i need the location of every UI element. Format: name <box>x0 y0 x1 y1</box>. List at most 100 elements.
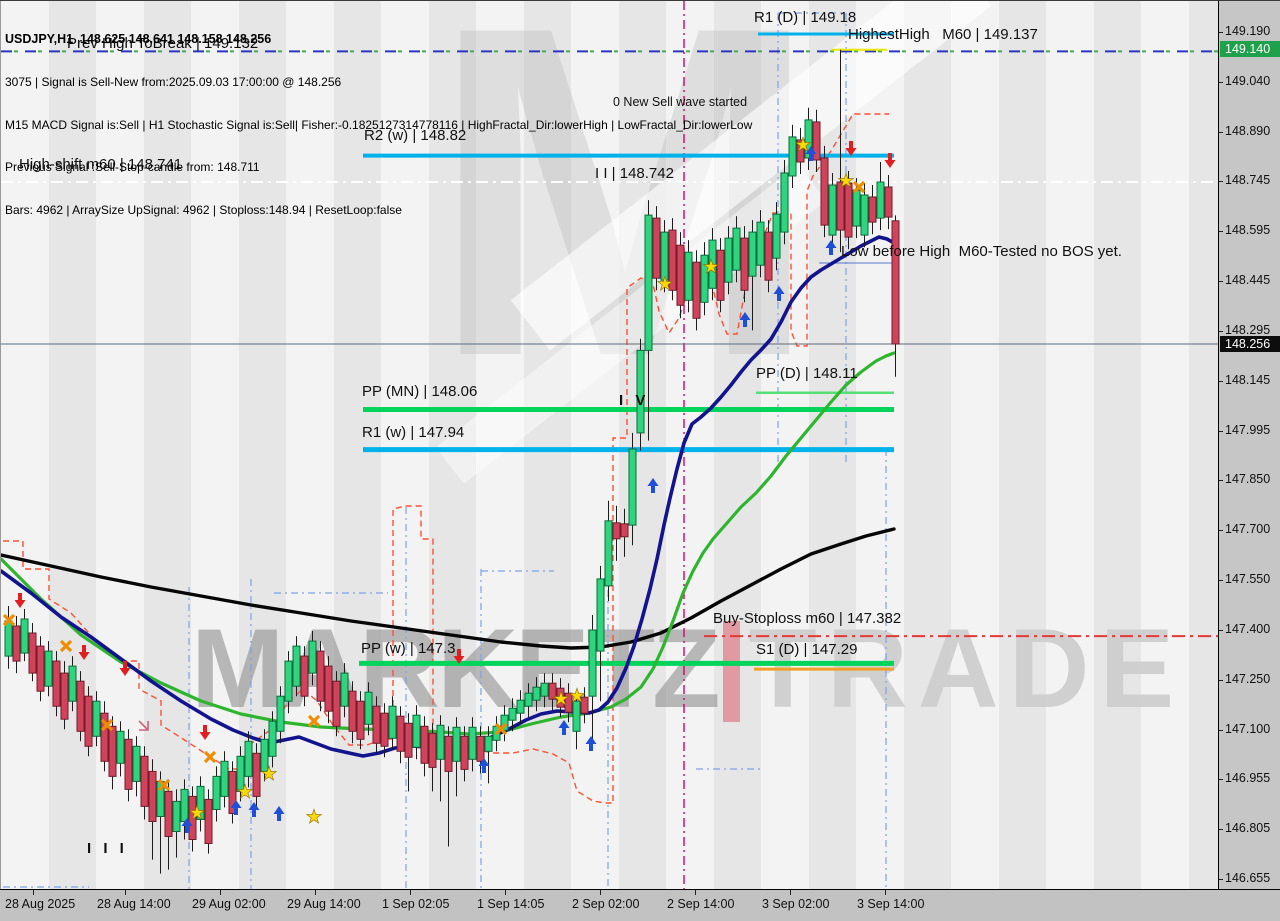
candle-body <box>772 213 781 259</box>
buy-arrow-marker <box>181 818 193 833</box>
candle-body <box>292 645 301 687</box>
time-tick-mark <box>33 890 34 895</box>
candle-body <box>668 229 677 291</box>
price-tick-mark <box>1219 431 1223 433</box>
price-tick-label: 146.805 <box>1225 820 1271 835</box>
candle-body <box>436 724 445 760</box>
time-tick-mark <box>125 890 126 895</box>
candle-body <box>236 755 245 792</box>
chart-canvas: ★★★★★★★★★★ <box>1 1 1219 889</box>
candle-body <box>44 650 53 687</box>
annotation-high-shift: High-shift m60 | 148.741 <box>19 156 183 173</box>
price-tick-label: 148.595 <box>1225 222 1271 237</box>
annotation-r2-weekly: R2 (w) | 148.82 <box>364 127 467 144</box>
price-tick-label: 147.995 <box>1225 423 1271 438</box>
indicator-status-line: M15 MACD Signal is:Sell | H1 Stochastic … <box>5 117 753 132</box>
price-tick-mark <box>1219 280 1223 282</box>
star-signal-marker: ★ <box>702 257 719 278</box>
price-tick-mark <box>1219 778 1223 780</box>
candle-body <box>812 121 821 161</box>
candle-body <box>692 261 701 319</box>
candle-body <box>188 795 197 841</box>
price-tick-label: 148.890 <box>1225 124 1271 139</box>
candle-body <box>508 707 517 721</box>
time-tick-mark <box>315 890 316 895</box>
price-axis[interactable]: 149.190 149.040 148.890 148.745 148.595 148.4… <box>1218 1 1280 889</box>
candle-body <box>172 800 181 833</box>
price-tick-label: 147.700 <box>1225 521 1271 536</box>
candle-body <box>580 696 589 714</box>
star-signal-marker: ★ <box>656 274 673 295</box>
sell-arrow-marker <box>199 725 211 740</box>
candle-body <box>620 523 629 538</box>
star-signal-marker: ★ <box>794 135 811 156</box>
background-stripes <box>1 1 1219 889</box>
price-tick-mark <box>1219 680 1223 682</box>
candle-body <box>652 217 661 279</box>
candle-body <box>724 237 733 283</box>
candle-body <box>148 770 157 823</box>
candle-body <box>4 620 13 657</box>
candle-body <box>444 735 453 772</box>
candle-body <box>636 349 645 434</box>
time-tick-mark <box>885 890 886 895</box>
candle-body <box>340 672 349 707</box>
time-tick-mark <box>790 890 791 895</box>
annotation-pp-monthly: PP (MN) | 148.06 <box>362 383 478 400</box>
buy-arrow-marker <box>273 806 285 821</box>
buy-arrow-marker <box>558 720 570 735</box>
candle-body <box>300 655 309 697</box>
chart-info-header: USDJPY,H1 148.625 148.641 148.158 148.25… <box>5 4 752 245</box>
annotation-s1-daily: S1 (D) | 147.29 <box>756 641 858 658</box>
time-tick-mark <box>600 890 601 895</box>
annotation-pp-daily: PP (D) | 148.11 <box>756 365 858 382</box>
star-signal-marker: ★ <box>837 171 854 192</box>
sell-arrow-marker <box>119 661 131 676</box>
candle-body <box>700 254 709 303</box>
exit-x-marker <box>2 613 16 627</box>
price-tick-label: 146.655 <box>1225 870 1271 885</box>
candle-body <box>732 227 741 271</box>
candle-body <box>836 181 845 231</box>
exit-x-marker <box>494 722 508 736</box>
prev-high-tobreak-label: Prev High ToBreak | 149.132 <box>67 35 259 52</box>
star-signal-marker: ★ <box>552 689 569 710</box>
price-tick-mark <box>1219 479 1223 481</box>
candle-body <box>372 705 381 744</box>
time-tick-label: 2 Sep 02:00 <box>572 897 640 911</box>
buy-arrow-marker <box>805 146 817 161</box>
candle-body <box>780 172 789 233</box>
annotation-ii-level: I I | 148.742 <box>595 165 674 182</box>
candlestick-chart-surface[interactable]: M MARKETZ TRADE ★★★★★★★★★★ 0 New Sell wa… <box>0 1 1219 889</box>
time-tick-mark <box>505 890 506 895</box>
annotation-new-sell-wave: 0 New Sell wave started <box>613 95 748 109</box>
price-tick-label: 148.145 <box>1225 373 1271 388</box>
candle-body <box>572 700 581 732</box>
time-axis[interactable]: 28 Aug 2025 28 Aug 14:00 29 Aug 02:00 29 Au… <box>0 889 1280 921</box>
candle-body <box>428 732 437 768</box>
candle-body <box>804 119 813 159</box>
hollow-arrow-marker <box>138 720 149 731</box>
candle-body <box>252 752 261 797</box>
candle-body <box>388 705 397 739</box>
candle-body <box>460 735 469 770</box>
price-tick-mark <box>1219 828 1223 830</box>
candle-body <box>332 680 341 727</box>
sell-arrow-marker <box>845 141 857 156</box>
candle-body <box>452 726 461 762</box>
candle-body <box>412 714 421 748</box>
candle-body <box>820 157 829 226</box>
candle-body <box>564 692 573 713</box>
bars-info-line: Bars: 4962 | ArraySize UpSignal: 4962 | … <box>5 202 402 217</box>
candle-body <box>180 788 189 823</box>
candle-body <box>12 625 21 662</box>
price-tick-label: 147.250 <box>1225 672 1271 687</box>
ask-price-tag: 149.140 <box>1220 40 1280 57</box>
candle-body <box>588 629 597 697</box>
candle-body <box>52 660 61 707</box>
candle-body <box>140 755 149 807</box>
price-tick-mark <box>1219 630 1223 631</box>
sell-arrow-marker <box>884 153 896 168</box>
time-tick-label: 29 Aug 02:00 <box>192 897 266 911</box>
